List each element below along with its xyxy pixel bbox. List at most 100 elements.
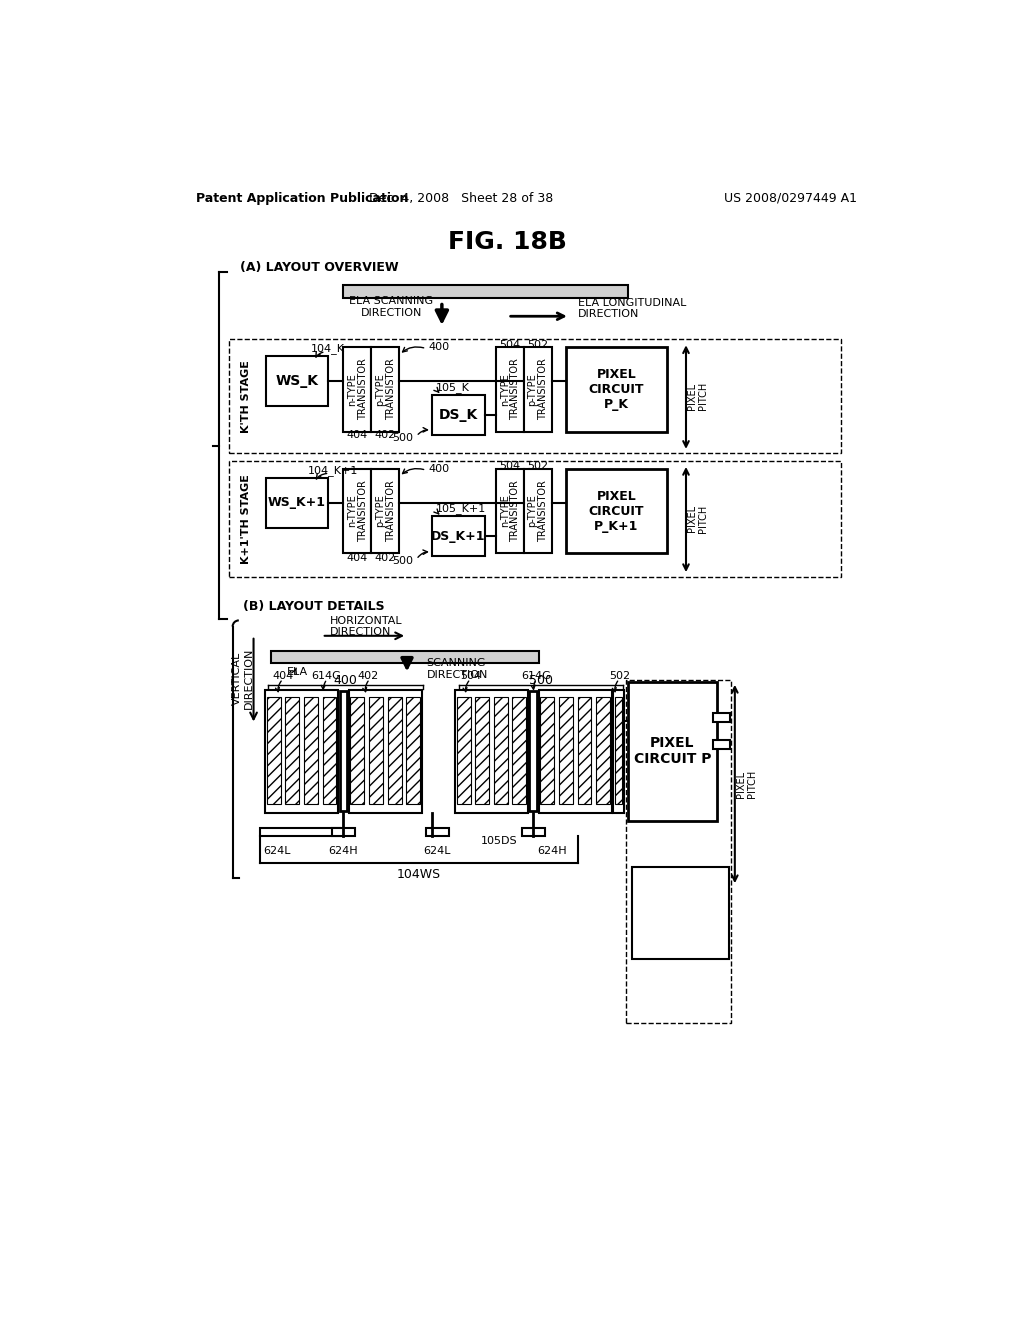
- Text: n-TYPE
TRANSISTOR: n-TYPE TRANSISTOR: [347, 359, 368, 420]
- Bar: [332, 829, 355, 836]
- Text: 105_K: 105_K: [435, 381, 470, 392]
- Bar: [372, 347, 399, 432]
- Bar: [266, 697, 281, 804]
- Text: 104_K+1: 104_K+1: [308, 465, 358, 475]
- Bar: [266, 478, 328, 528]
- Bar: [614, 697, 623, 804]
- Bar: [388, 697, 401, 804]
- Text: 504: 504: [500, 462, 520, 471]
- Bar: [265, 689, 338, 813]
- Bar: [494, 697, 508, 804]
- Text: 624L: 624L: [424, 846, 451, 857]
- Bar: [455, 689, 528, 813]
- Bar: [286, 697, 299, 804]
- Text: 404: 404: [272, 671, 294, 681]
- Text: K'TH STAGE: K'TH STAGE: [241, 360, 251, 433]
- Bar: [260, 829, 340, 836]
- Bar: [323, 697, 337, 804]
- Text: (A) LAYOUT OVERVIEW: (A) LAYOUT OVERVIEW: [241, 261, 399, 275]
- Bar: [524, 347, 552, 432]
- Bar: [539, 689, 611, 813]
- Bar: [713, 713, 730, 722]
- Text: FIG. 18B: FIG. 18B: [449, 230, 567, 253]
- Bar: [596, 697, 610, 804]
- Bar: [628, 682, 717, 821]
- Text: 404: 404: [347, 553, 368, 564]
- Text: 624H: 624H: [329, 846, 358, 857]
- Text: 504: 504: [460, 671, 481, 681]
- Text: SCANNING
DIRECTION: SCANNING DIRECTION: [426, 659, 487, 680]
- Text: ELA: ELA: [287, 667, 308, 677]
- Text: PIXEL
PITCH: PIXEL PITCH: [687, 504, 709, 533]
- Bar: [426, 829, 449, 836]
- Text: 105DS: 105DS: [481, 837, 518, 846]
- Text: PIXEL
PITCH: PIXEL PITCH: [687, 383, 709, 411]
- Text: US 2008/0297449 A1: US 2008/0297449 A1: [724, 191, 856, 205]
- Bar: [559, 697, 572, 804]
- Bar: [496, 347, 524, 432]
- Bar: [343, 469, 372, 553]
- Bar: [529, 692, 538, 812]
- Text: DS_K+1: DS_K+1: [431, 529, 485, 543]
- Bar: [432, 516, 484, 557]
- Text: p-TYPE
TRANSISTOR: p-TYPE TRANSISTOR: [375, 359, 395, 420]
- Text: 504: 504: [500, 339, 520, 350]
- Text: WS_K+1: WS_K+1: [268, 496, 326, 510]
- Bar: [613, 689, 624, 813]
- Text: 105_K+1: 105_K+1: [435, 503, 486, 515]
- Bar: [566, 347, 667, 432]
- Text: 624H: 624H: [538, 846, 567, 857]
- Text: PIXEL
CIRCUIT P: PIXEL CIRCUIT P: [634, 737, 712, 767]
- Bar: [369, 697, 383, 804]
- Text: PIXEL
PITCH: PIXEL PITCH: [735, 770, 758, 799]
- Bar: [350, 697, 365, 804]
- Bar: [713, 739, 730, 748]
- Bar: [566, 469, 667, 553]
- Text: 624L: 624L: [263, 846, 291, 857]
- Text: n-TYPE
TRANSISTOR: n-TYPE TRANSISTOR: [500, 480, 520, 543]
- Bar: [340, 692, 347, 812]
- Bar: [266, 356, 328, 407]
- Text: 400: 400: [429, 342, 450, 352]
- Text: PIXEL
CIRCUIT
P_K: PIXEL CIRCUIT P_K: [589, 368, 644, 411]
- Text: p-TYPE
TRANSISTOR: p-TYPE TRANSISTOR: [527, 480, 549, 543]
- Bar: [496, 469, 524, 553]
- Text: Patent Application Publication: Patent Application Publication: [197, 191, 409, 205]
- Bar: [578, 697, 592, 804]
- Text: p-TYPE
TRANSISTOR: p-TYPE TRANSISTOR: [375, 480, 395, 543]
- Bar: [432, 395, 484, 434]
- Text: n-TYPE
TRANSISTOR: n-TYPE TRANSISTOR: [500, 359, 520, 420]
- Text: K+1'TH STAGE: K+1'TH STAGE: [241, 474, 251, 564]
- Bar: [524, 469, 552, 553]
- Text: p-TYPE
TRANSISTOR: p-TYPE TRANSISTOR: [527, 359, 549, 420]
- Bar: [475, 697, 489, 804]
- Bar: [228, 461, 841, 577]
- Bar: [343, 285, 628, 298]
- Text: 400: 400: [333, 675, 357, 686]
- Bar: [632, 867, 729, 960]
- Text: 500: 500: [392, 433, 414, 444]
- Bar: [349, 689, 422, 813]
- Text: ELA LONGITUDINAL
DIRECTION: ELA LONGITUDINAL DIRECTION: [578, 298, 686, 319]
- Text: (B) LAYOUT DETAILS: (B) LAYOUT DETAILS: [243, 601, 384, 612]
- Text: PIXEL
CIRCUIT
P_K+1: PIXEL CIRCUIT P_K+1: [589, 490, 644, 532]
- Bar: [457, 697, 471, 804]
- Text: 402: 402: [375, 430, 396, 440]
- Text: n-TYPE
TRANSISTOR: n-TYPE TRANSISTOR: [347, 480, 368, 543]
- Text: 402: 402: [375, 553, 396, 564]
- Text: 500: 500: [529, 675, 553, 686]
- Text: HORIZONTAL
DIRECTION: HORIZONTAL DIRECTION: [330, 615, 402, 638]
- Text: 502: 502: [609, 671, 630, 681]
- Text: 402: 402: [357, 671, 379, 681]
- Bar: [407, 697, 420, 804]
- Bar: [627, 681, 731, 1023]
- Text: Dec. 4, 2008   Sheet 28 of 38: Dec. 4, 2008 Sheet 28 of 38: [369, 191, 553, 205]
- Text: 502: 502: [527, 339, 549, 350]
- Text: 404: 404: [347, 430, 368, 440]
- Text: VERTICAL
DIRECTION: VERTICAL DIRECTION: [231, 648, 254, 709]
- Text: 500: 500: [392, 556, 414, 566]
- Text: 400: 400: [429, 463, 450, 474]
- Bar: [372, 469, 399, 553]
- Bar: [512, 697, 526, 804]
- Bar: [304, 697, 317, 804]
